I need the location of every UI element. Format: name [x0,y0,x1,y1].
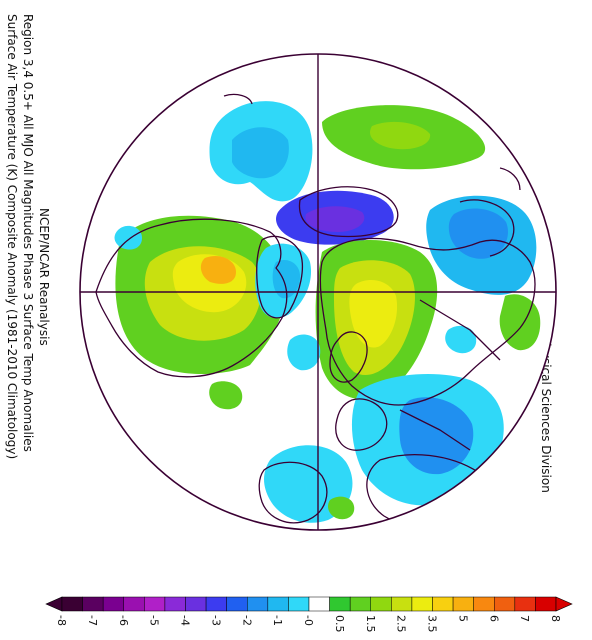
colorbar-label: 8 [549,615,562,622]
colorbar-label: -3 [209,615,222,626]
colorbar-swatch [432,596,454,612]
colorbar-swatch [473,596,495,612]
colorbar-label: 5 [456,615,469,622]
colorbar-label: -2 [240,615,253,626]
colorbar-swatch [308,596,330,612]
anomaly-cold-pacific-core [232,127,289,179]
colorbar-label: 2.5 [395,615,408,633]
colorbar-swatch [102,596,124,612]
colorbar-label: 3.5 [426,615,439,633]
colorbar-label: -1 [271,615,284,626]
colorbar-swatch [349,596,371,612]
title-line-3: NCEP/NCAR Reanalysis [37,208,51,346]
colorbar-label: 6 [487,615,500,622]
colorbar-label: 1.5 [364,615,377,633]
title-line-1: Surface Air Temperature (K) Composite An… [5,14,19,459]
colorbar-swatch [205,596,227,612]
colorbar-label: -7 [86,615,99,626]
colorbar: -8 -7 -6 -5 -4 -3 -2 -1 -0 0.5 1.5 2.5 3.5 5 6 7 8 [45,596,573,633]
colorbar-swatch [411,596,433,612]
colorbar-swatch [535,596,557,612]
colorbar-swatch [391,596,413,612]
anomaly-cold-arctic-core [305,206,365,232]
anomaly-cold-pacific-small [114,225,142,250]
colorbar-swatch [61,596,83,612]
colorbar-label: -6 [117,615,130,626]
anomaly-warm-atlantic-isle [209,381,243,410]
anomaly-cold-greenland-core [272,259,300,299]
colorbar-swatch [370,596,392,612]
anomaly-warm-north-africa [328,496,355,520]
colorbar-label: -8 [55,615,68,626]
colorbar-swatch [164,596,186,612]
map-border [79,53,557,531]
colorbar-arrow-low [45,596,63,612]
colorbar-swatch [452,596,474,612]
colorbar-swatch [185,596,207,612]
anomaly-cold-east-small [445,325,477,354]
anomaly-warm-pacific-core [370,121,431,150]
colorbar-swatch [144,596,166,612]
title-line-2: Region 3,4 0.5+ All MJO All Magnitudes P… [21,14,35,452]
colorbar-label: 7 [518,615,531,622]
colorbar-swatch [226,596,248,612]
colorbar-swatch [267,596,289,612]
anomaly-cold-europe-west [287,334,321,371]
anomaly-hot-na-spot [200,255,236,284]
colorbar-swatch [494,596,516,612]
colorbar-arrow-high [555,596,573,612]
colorbar-swatch [329,596,351,612]
colorbar-label: -4 [179,615,192,626]
anomaly-warm-eurasia-core [349,280,398,348]
colorbar-swatch [123,596,145,612]
colorbar-label: -5 [148,615,161,626]
anomaly-cold-siberia-core [448,208,508,259]
colorbar-label: -0 [302,615,315,626]
colorbar-label: 0.5 [333,615,346,633]
polar-map [80,54,556,530]
colorbar-swatch [247,596,269,612]
colorbar-swatch [288,596,310,612]
colorbar-swatch [514,596,536,612]
colorbar-swatch [82,596,104,612]
